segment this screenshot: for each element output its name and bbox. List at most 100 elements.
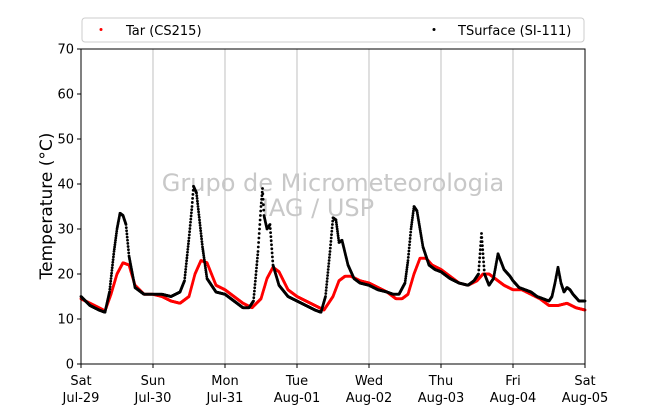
data-point [259, 205, 263, 208]
data-point [126, 248, 130, 252]
data-point [409, 230, 413, 234]
data-point [481, 252, 485, 256]
data-point [199, 234, 203, 238]
data-point [324, 289, 328, 292]
data-point [197, 213, 201, 217]
data-point [255, 263, 259, 267]
data-point [110, 269, 114, 272]
data-point [405, 270, 408, 274]
data-point [252, 293, 256, 296]
data-point [409, 225, 413, 229]
legend: Tar (CS215) TSurface (SI-111) [81, 17, 585, 43]
data-point [204, 266, 207, 270]
data-point [329, 243, 332, 247]
legend-marker-tsurface [432, 28, 436, 31]
data-point [403, 279, 407, 283]
data-point [189, 217, 193, 221]
data-point [189, 220, 192, 224]
data-point [253, 279, 257, 283]
data-point [325, 280, 329, 283]
data-point [186, 250, 189, 254]
data-point [411, 214, 415, 217]
data-point [407, 249, 411, 253]
y-tick-label: 0 [66, 358, 74, 373]
data-point [336, 234, 340, 238]
y-tick-label: 40 [57, 178, 74, 193]
data-point [331, 223, 334, 226]
data-point [188, 224, 192, 227]
data-point [197, 210, 201, 214]
data-point [331, 219, 335, 223]
data-point [406, 263, 409, 267]
data-point [252, 299, 255, 303]
data-point [200, 237, 204, 241]
data-point [188, 230, 192, 234]
data-point [255, 266, 258, 270]
data-point [482, 264, 486, 268]
data-point [480, 240, 484, 244]
data-point [254, 273, 258, 276]
data-point [256, 256, 259, 260]
data-point [202, 256, 206, 259]
data-point [407, 252, 410, 256]
data-point [261, 192, 265, 196]
data-point [410, 218, 414, 222]
data-point [259, 209, 263, 213]
y-tick-label: 10 [57, 313, 74, 328]
data-point [410, 220, 414, 224]
x-tick-label: Jul-31 [206, 391, 244, 406]
data-point [202, 251, 205, 255]
data-point [327, 262, 331, 265]
data-point [411, 216, 414, 220]
data-point [108, 290, 111, 294]
data-point [191, 197, 195, 200]
data-point [185, 256, 189, 260]
data-point [126, 242, 130, 245]
data-point [256, 245, 260, 249]
data-point [327, 259, 331, 262]
data-point [478, 256, 482, 260]
x-tick-day: Sun [141, 374, 166, 389]
data-point [477, 272, 480, 276]
data-point [253, 289, 256, 293]
data-point [111, 260, 115, 264]
y-axis-label: Temperature (°C) [37, 133, 57, 281]
data-point [407, 246, 411, 250]
x-tick-label: Jul-29 [62, 391, 100, 406]
data-point [253, 283, 257, 286]
data-point [198, 224, 202, 227]
data-point [110, 271, 113, 275]
data-point [203, 260, 207, 264]
x-tick-day: Mon [211, 374, 238, 389]
data-point [478, 260, 481, 264]
data-point [480, 236, 484, 239]
data-point [478, 248, 482, 252]
data-point [271, 255, 274, 259]
x-tick-label: Jul-30 [134, 391, 172, 406]
data-point [335, 227, 339, 231]
data-point [189, 214, 193, 218]
watermark-line-1: Grupo de Micrometeorologia [162, 169, 504, 197]
data-point [127, 251, 131, 255]
data-point [258, 218, 262, 222]
data-point [335, 223, 338, 226]
data-point [481, 248, 485, 252]
data-point [187, 236, 191, 240]
data-point [257, 232, 261, 235]
data-point [124, 223, 128, 226]
data-point [412, 209, 415, 213]
data-point [109, 274, 113, 278]
x-tick-label: Aug-04 [490, 391, 537, 406]
data-point [481, 244, 484, 248]
data-point [262, 203, 265, 207]
data-point [411, 211, 415, 215]
data-point [405, 265, 409, 269]
data-point [195, 197, 199, 200]
x-tick-label: Aug-03 [418, 391, 465, 406]
data-point [404, 272, 408, 276]
data-point [191, 192, 195, 196]
data-point [108, 287, 112, 291]
data-point [328, 250, 332, 253]
data-point [204, 268, 208, 272]
data-point [203, 262, 207, 266]
